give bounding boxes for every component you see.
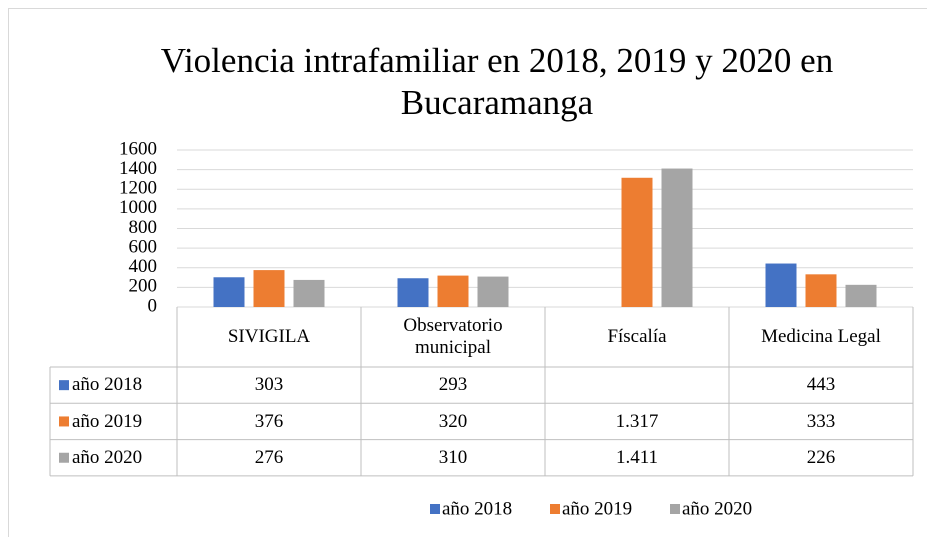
y-tick-label: 400 — [129, 256, 158, 277]
legend-key — [670, 504, 680, 514]
y-tick-label: 0 — [148, 295, 158, 316]
table-value: 226 — [806, 446, 836, 468]
bar — [805, 274, 837, 307]
series-label: año 2018 — [72, 374, 143, 396]
y-tick-label: 200 — [129, 276, 158, 297]
y-tick-label: 1000 — [119, 197, 157, 218]
bar — [661, 168, 693, 307]
series-label: año 2020 — [72, 446, 143, 468]
legend-label: año 2020 — [682, 498, 752, 519]
table-value: 276 — [254, 446, 284, 468]
bar — [845, 284, 877, 307]
y-tick-label: 1200 — [119, 178, 157, 199]
y-tick-label: 600 — [129, 236, 158, 257]
bar — [397, 278, 429, 307]
y-tick-label: 1400 — [119, 158, 157, 179]
bar — [477, 276, 509, 307]
bar — [621, 177, 653, 307]
category-label: Medicina Legal — [761, 326, 881, 348]
table-value: 376 — [254, 410, 284, 432]
category-label: SIVIGILA — [227, 326, 311, 348]
table-value: 310 — [438, 446, 468, 468]
table-value: 320 — [438, 410, 468, 432]
legend-label: año 2019 — [562, 498, 632, 519]
legend-key — [550, 504, 560, 514]
series-label: año 2019 — [72, 410, 143, 432]
y-tick-label: 1600 — [119, 138, 157, 159]
bar — [437, 275, 469, 307]
legend-key — [59, 380, 69, 391]
chart-title: Violencia intrafamiliar en 2018, 2019 y … — [160, 41, 834, 122]
table-value: 333 — [806, 410, 836, 432]
bar — [293, 279, 325, 307]
table-value: 1.411 — [615, 446, 659, 468]
table-value: 303 — [254, 374, 284, 396]
legend-label: año 2018 — [442, 498, 512, 519]
legend-key — [59, 416, 69, 427]
legend-key — [430, 504, 440, 514]
legend-key — [59, 452, 69, 463]
bar — [213, 277, 245, 307]
table-value — [545, 367, 729, 403]
table-value: 443 — [806, 374, 836, 396]
table-value: 293 — [438, 374, 468, 396]
table-value: 1.317 — [615, 410, 659, 432]
category-label: Físcalía — [607, 326, 667, 348]
bar — [765, 263, 797, 307]
chart-border — [8, 8, 927, 537]
bar — [253, 270, 285, 307]
y-tick-label: 800 — [129, 217, 158, 238]
category-label: Observatorio municipal — [403, 315, 503, 358]
